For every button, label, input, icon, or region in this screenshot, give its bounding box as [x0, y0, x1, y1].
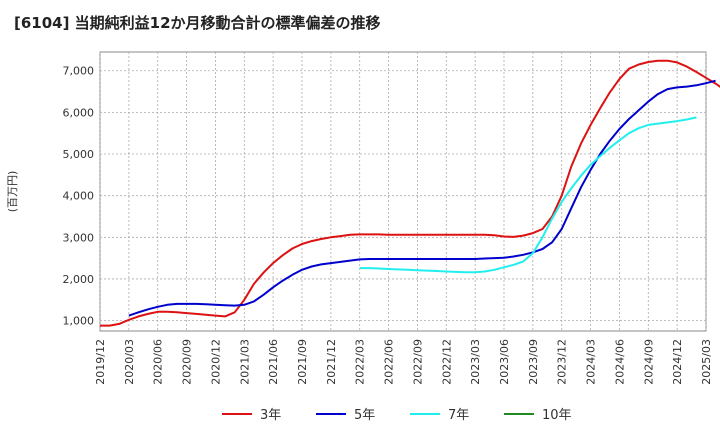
x-tick-label: 2021/12: [325, 339, 338, 385]
x-tick-label: 2024/06: [613, 339, 626, 385]
y-tick-label: 1,000: [63, 315, 95, 328]
chart-title: [6104] 当期純利益12か月移動合計の標準偏差の推移: [14, 14, 381, 32]
series-line-1: [100, 59, 720, 327]
y-tick-label: 6,000: [63, 106, 95, 119]
series-line-3: [359, 116, 697, 274]
x-tick-label: 2024/12: [671, 339, 684, 385]
x-tick-label: 2023/03: [469, 339, 482, 385]
x-tick-label: 2022/09: [411, 339, 424, 385]
y-tick-label: 7,000: [63, 65, 95, 78]
series-line-2: [128, 79, 716, 317]
x-tick-label: 2020/03: [123, 339, 136, 385]
x-tick-label: 2023/09: [527, 339, 540, 385]
x-tick-label: 2021/06: [267, 339, 280, 385]
x-tick-label: 2024/03: [585, 339, 598, 385]
legend-label: 3年: [260, 408, 281, 423]
legend-label: 5年: [354, 408, 375, 423]
y-tick-label: 4,000: [63, 190, 95, 203]
x-tick-label: 2021/09: [296, 339, 309, 385]
x-tick-label: 2022/03: [354, 339, 367, 385]
x-tick-label: 2023/06: [498, 339, 511, 385]
x-tick-label: 2020/06: [152, 339, 165, 385]
y-tick-label: 2,000: [63, 273, 95, 286]
legend-label: 7年: [448, 408, 469, 423]
x-tick-label: 2022/06: [383, 339, 396, 385]
x-tick-label: 2020/09: [181, 339, 194, 385]
plot-area: [99, 51, 707, 332]
x-tick-label: 2025/03: [700, 339, 713, 385]
legend-label: 10年: [542, 408, 572, 423]
y-tick-label: 5,000: [63, 148, 95, 161]
x-tick-label: 2019/12: [94, 339, 107, 385]
x-tick-label: 2023/12: [556, 339, 569, 385]
x-tick-label: 2021/03: [238, 339, 251, 385]
x-tick-label: 2020/12: [209, 339, 222, 385]
y-axis-label: (百万円): [6, 171, 19, 213]
y-tick-label: 3,000: [63, 231, 95, 244]
x-tick-label: 2022/12: [440, 339, 453, 385]
x-tick-label: 2024/09: [642, 339, 655, 385]
